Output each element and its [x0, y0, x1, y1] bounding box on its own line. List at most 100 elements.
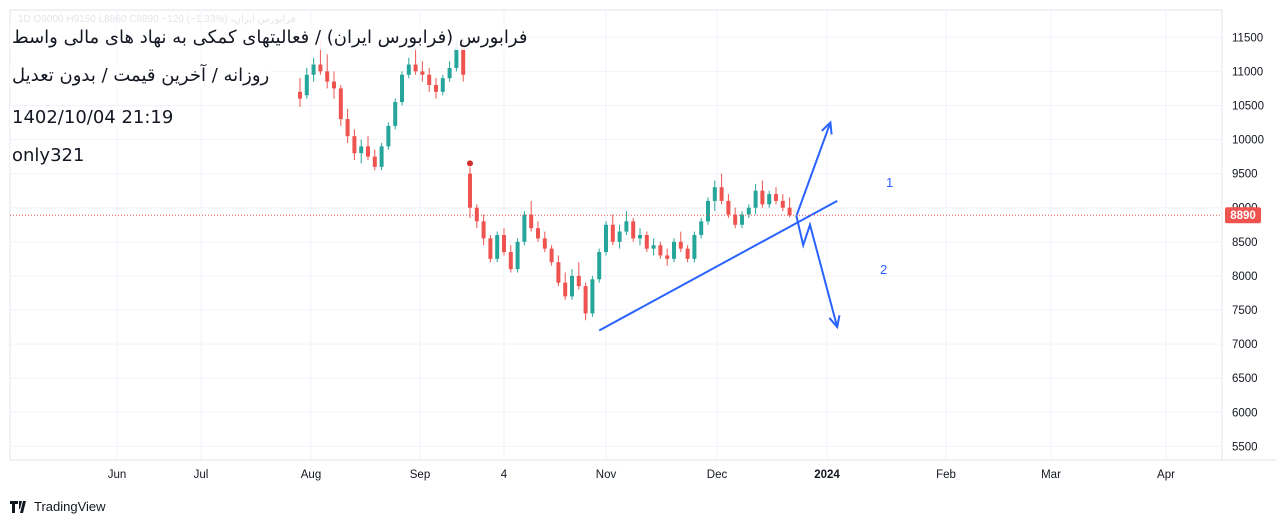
- candle-body: [753, 190, 758, 208]
- candle-body: [440, 78, 445, 92]
- last-price-line: 8890: [10, 207, 1261, 224]
- candle-body: [325, 71, 330, 82]
- candle-body: [556, 262, 561, 283]
- candle-body: [393, 102, 398, 126]
- candle-body: [352, 136, 357, 154]
- candle-body: [529, 214, 534, 229]
- candle-body: [461, 47, 466, 75]
- candle-body: [665, 255, 670, 259]
- candle-body: [651, 245, 656, 249]
- y-tick-label: 6500: [1232, 373, 1258, 385]
- candle-body: [338, 88, 343, 120]
- tradingview-icon: [10, 500, 26, 513]
- candle-body: [678, 241, 683, 249]
- y-tick-label: 7000: [1232, 339, 1258, 351]
- candle-body: [502, 235, 506, 253]
- event-marker: [466, 159, 474, 168]
- x-tick-label: Apr: [1157, 469, 1175, 481]
- candle-body: [420, 71, 425, 75]
- candle-body: [719, 187, 724, 201]
- y-tick-label: 10000: [1232, 135, 1264, 147]
- x-tick-label: Jun: [108, 469, 127, 481]
- arrow-down-head: [828, 315, 841, 330]
- interval-title: روزانه / آخرین قیمت / بدون تعدیل: [10, 64, 272, 88]
- x-tick-label: Feb: [936, 469, 956, 481]
- candle-body: [590, 279, 595, 314]
- candles: [298, 37, 792, 321]
- y-tick-label: 8500: [1232, 237, 1258, 249]
- x-tick-label: 2024: [814, 469, 840, 481]
- datetime-stamp: 1402/10/04 21:19: [10, 106, 176, 130]
- y-tick-label: 6000: [1232, 407, 1258, 419]
- x-tick-label: Sep: [410, 469, 430, 481]
- y-tick-label: 7500: [1232, 305, 1258, 317]
- arrow-up-line: [795, 122, 832, 217]
- candle-body: [610, 224, 615, 242]
- candle-body: [563, 282, 568, 297]
- candle-body: [332, 81, 336, 89]
- last-price-badge: [1225, 207, 1261, 224]
- candle-body: [746, 207, 751, 215]
- scenario-label-1: 1: [886, 175, 893, 190]
- candle-body: [379, 146, 384, 167]
- tradingview-logo[interactable]: TradingView: [10, 499, 106, 514]
- candle-body: [304, 74, 309, 96]
- candle-body: [536, 228, 540, 239]
- candle-body: [474, 207, 479, 222]
- candle-body: [631, 221, 636, 239]
- candle-body: [515, 241, 520, 270]
- brand-name: TradingView: [34, 499, 106, 514]
- candle-body: [400, 74, 404, 103]
- y-tick-label: 8000: [1232, 271, 1258, 283]
- candle-body: [699, 221, 704, 235]
- y-tick-label: 11500: [1232, 32, 1263, 44]
- y-axis-labels: 5500600065007000750080008500900095001000…: [1232, 32, 1264, 453]
- candle-body: [604, 224, 608, 253]
- candle-body: [549, 248, 554, 263]
- x-tick-label: Aug: [301, 469, 321, 481]
- candle-body: [726, 200, 731, 215]
- ohlc-legend: فرابورس ایران، 1D O9000 H9150 L8860 C889…: [18, 14, 296, 25]
- candle-body: [733, 214, 738, 225]
- candle-body: [311, 64, 316, 75]
- candle-body: [372, 156, 377, 167]
- candle-body: [447, 67, 452, 79]
- candle-body: [706, 200, 710, 222]
- y-tick-label: 9500: [1232, 169, 1258, 181]
- candle-body: [617, 231, 622, 242]
- candle-body: [454, 47, 459, 68]
- x-tick-label: Mar: [1041, 469, 1061, 481]
- candle-body: [359, 146, 364, 154]
- y-tick-label: 10500: [1232, 100, 1264, 112]
- candle-body: [468, 173, 472, 208]
- scenario-label-2: 2: [880, 262, 887, 277]
- candle-body: [345, 119, 350, 137]
- candle-body: [406, 64, 411, 75]
- x-tick-label: Dec: [707, 469, 728, 481]
- candle-body: [787, 207, 792, 216]
- candle-body: [644, 235, 649, 249]
- symbol-title: فرابورس (فرابورس ایران) / فعالیتهای کمکی…: [10, 26, 530, 50]
- candle-body: [712, 187, 717, 201]
- drawings[interactable]: 12: [598, 120, 893, 332]
- candle-body: [495, 235, 500, 259]
- candle-body: [318, 64, 323, 72]
- candle-body: [508, 252, 513, 270]
- candle-body: [774, 194, 778, 201]
- x-tick-label: 4: [501, 469, 508, 481]
- trendline: [598, 200, 838, 332]
- candle-body: [658, 245, 663, 256]
- y-tick-label: 11000: [1232, 66, 1263, 78]
- candle-body: [760, 190, 765, 205]
- candle-body: [740, 214, 744, 225]
- y-tick-label: 5500: [1232, 441, 1258, 453]
- candle-body: [298, 91, 302, 99]
- candle-body: [767, 194, 772, 205]
- candle-body: [597, 252, 602, 280]
- candle-body: [570, 275, 574, 297]
- candle-body: [386, 125, 391, 147]
- candle-body: [672, 241, 676, 259]
- x-tick-label: Jul: [194, 469, 209, 481]
- author-name: only321: [10, 144, 87, 168]
- candle-body: [576, 275, 581, 287]
